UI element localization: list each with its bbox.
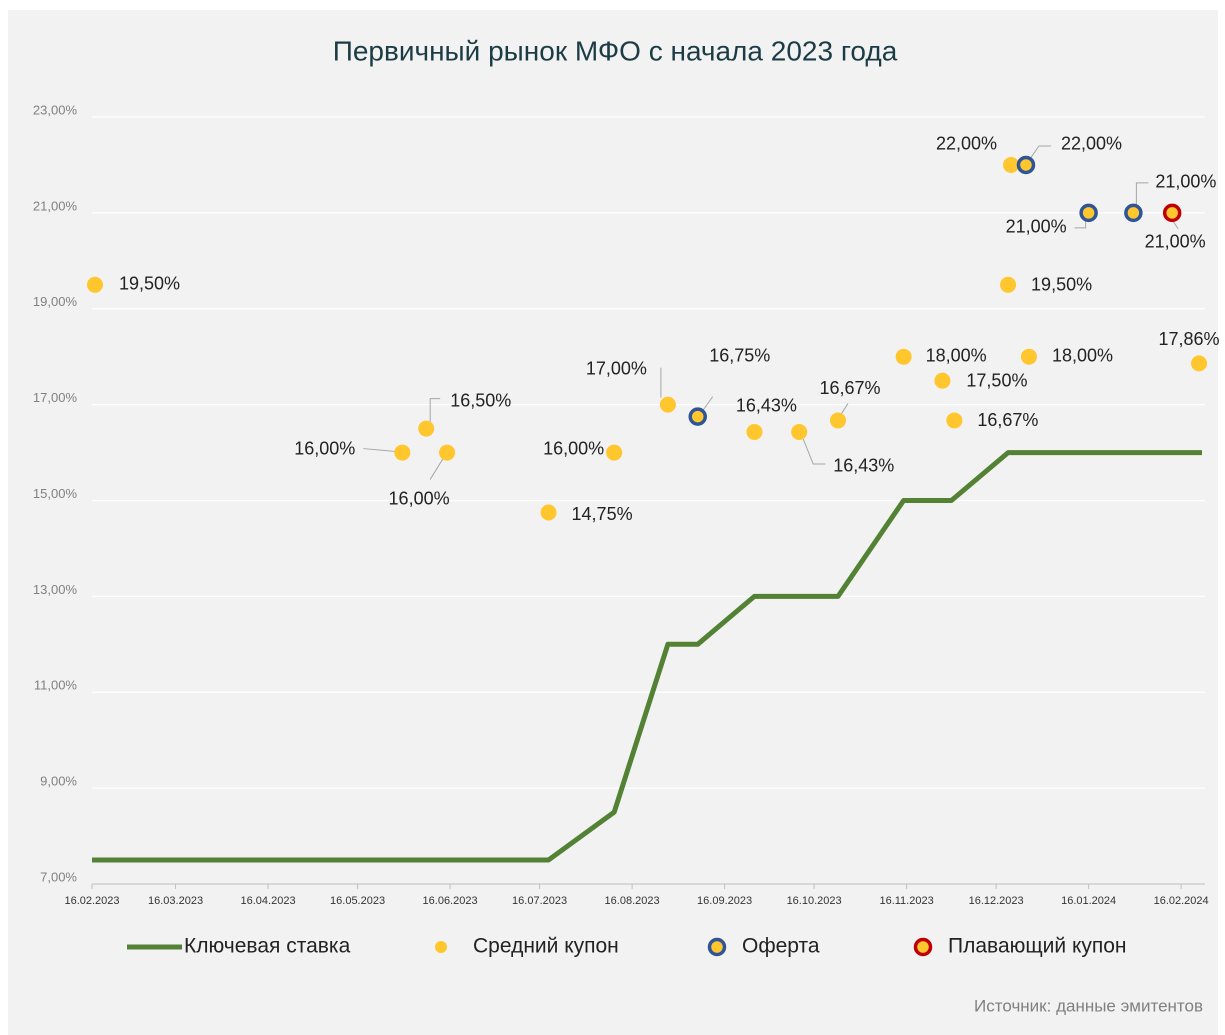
x-tick-label: 16.02.2024 [1154,895,1209,907]
point [1162,203,1182,223]
x-tick-label: 16.12.2023 [969,895,1024,907]
data-label: 16,50% [450,390,511,410]
point [659,396,676,413]
x-tick-label: 16.06.2023 [423,895,478,907]
data-label: 17,86% [1159,329,1220,349]
point [1079,203,1098,223]
legend-swatch [435,941,447,953]
leader-line [429,398,441,427]
data-label: 19,50% [119,274,180,294]
point [606,444,623,461]
x-tick-label: 16.07.2023 [512,895,567,907]
chart-background [8,10,1218,1035]
y-tick-label: 21,00% [33,198,78,213]
leader-line [429,458,444,480]
data-label: 16,43% [833,456,894,476]
y-tick-label: 9,00% [40,774,77,789]
legend-label: Средний купон [473,935,619,958]
legend-label: Ключевая ставка [184,935,351,958]
x-tick-label: 16.09.2023 [697,895,752,907]
y-tick-label: 13,00% [33,582,78,597]
leader-line [702,396,714,411]
x-tick-label: 16.05.2023 [330,895,385,907]
point [394,444,411,461]
x-tick-label: 16.04.2023 [241,895,296,907]
source-note: Источник: данные эмитентов [974,996,1203,1015]
x-tick-label: 16.11.2023 [879,895,933,907]
point [1191,355,1208,372]
point [540,504,557,521]
point [829,412,846,429]
y-tick-label: 15,00% [33,486,78,501]
chart-title: Первичный рынок МФО с начала 2023 года [333,35,898,66]
y-tick-label: 17,00% [33,390,78,405]
point [1016,155,1036,175]
data-label: 21,00% [1155,172,1216,192]
leader-line [802,438,826,465]
x-tick-label: 16.01.2024 [1061,895,1116,907]
x-tick-label: 16.02.2023 [64,895,119,907]
point [791,423,808,440]
legend-label: Плавающий купон [948,935,1127,958]
leader-line [1135,182,1149,206]
data-label: 21,00% [1145,232,1206,252]
data-label: 16,00% [389,488,450,508]
legend-swatch [707,937,727,957]
y-tick-label: 11,00% [34,678,78,693]
point [439,444,456,461]
point [418,420,435,437]
point [746,423,763,440]
point [1000,276,1017,293]
data-label: 16,75% [709,345,770,365]
point [86,276,103,293]
leader-line [363,448,397,453]
point [934,372,951,389]
data-label: 17,00% [586,358,647,378]
data-label: 22,00% [936,134,997,154]
x-tick-label: 16.10.2023 [787,895,842,907]
x-tick-label: 16.08.2023 [605,895,660,907]
point [1003,156,1020,173]
point [1020,348,1037,365]
y-tick-label: 7,00% [40,869,77,884]
point [688,407,707,426]
point [895,348,912,365]
data-label: 18,00% [1052,345,1113,365]
data-label: 17,50% [966,370,1027,390]
data-label: 19,50% [1031,275,1092,295]
key-rate-line [92,450,1202,863]
leader-line [840,403,849,415]
data-label: 16,67% [819,378,880,398]
x-tick-label: 16.03.2023 [148,895,203,907]
data-label: 16,00% [294,438,355,458]
point [946,412,963,429]
legend-swatch [913,937,933,957]
data-label: 16,67% [977,410,1038,430]
data-label: 21,00% [1006,217,1067,237]
data-label: 18,00% [926,345,987,365]
legend-label: Оферта [742,935,820,958]
y-tick-label: 23,00% [33,102,78,117]
data-label: 16,00% [543,438,604,458]
leader-line [1074,220,1087,229]
y-tick-label: 19,00% [33,294,78,309]
point [1124,203,1143,223]
leader-line [1029,145,1051,160]
data-label: 14,75% [572,504,633,524]
data-label: 16,43% [736,396,797,416]
data-label: 22,00% [1061,134,1122,154]
